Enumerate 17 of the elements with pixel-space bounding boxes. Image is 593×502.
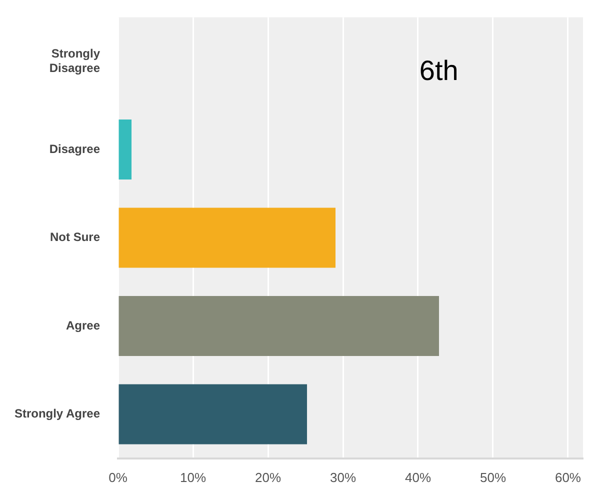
bar [118,296,439,356]
annotation: 6th [419,54,458,86]
x-tick-label: 30% [330,470,356,485]
y-tick-label: Agree [66,318,100,332]
bar [118,208,336,268]
bar [118,120,132,180]
x-tick-label: 60% [554,470,582,485]
bar [118,384,308,444]
x-tick-label: 0% [108,470,128,485]
x-tick-label: 50% [480,470,506,485]
y-tick-label: Strongly Disagree [49,46,100,75]
x-tick-label: 10% [180,470,206,485]
x-tick-label: 40% [404,470,432,485]
y-tick-label: Strongly Agree [14,406,100,421]
x-tick-label: 20% [254,470,282,485]
y-tick-label: Disagree [49,142,100,156]
y-tick-label: Not Sure [50,230,100,244]
